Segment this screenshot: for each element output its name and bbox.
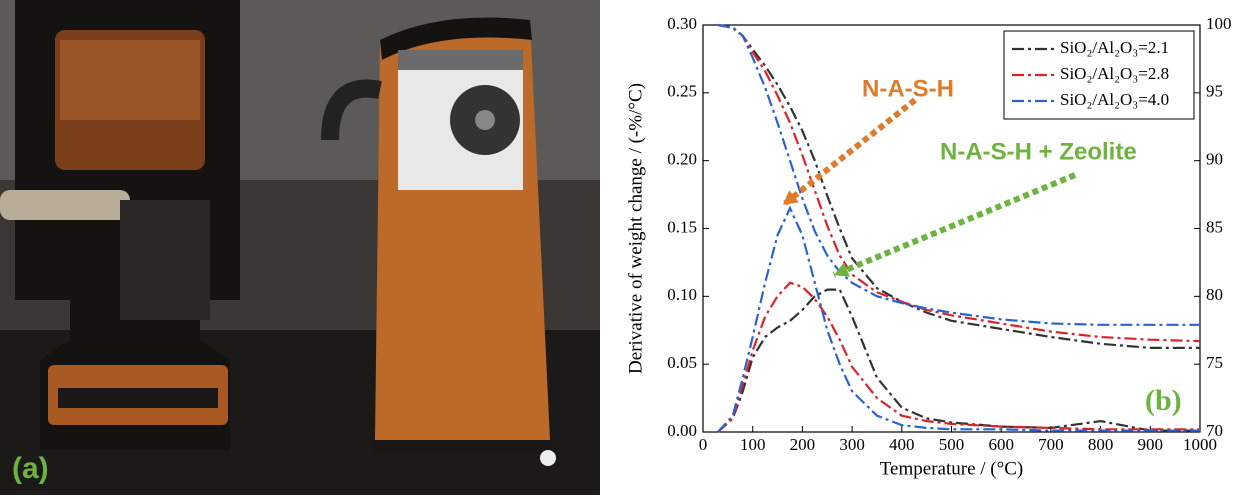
legend-label: SiO₂/Al₂O₃=2.1 <box>1060 38 1169 57</box>
weight-line <box>717 23 1201 343</box>
y-tick-label: 0.00 <box>667 421 697 440</box>
y-tick-label: 0.15 <box>667 217 697 236</box>
derivative-line <box>717 288 1200 433</box>
y-tick-label: 0.30 <box>667 14 697 33</box>
arrow-head <box>783 190 799 205</box>
x-tick-label: 500 <box>939 435 965 454</box>
x-tick-label: 300 <box>839 435 865 454</box>
annotation: (b) <box>1145 384 1182 417</box>
derivative-line <box>717 281 1200 433</box>
y2-tick-label: 90 <box>1206 150 1223 169</box>
photo-label: (a) <box>12 452 49 485</box>
x-tick-label: 200 <box>790 435 816 454</box>
y2-tick-label: 95 <box>1206 82 1223 101</box>
arrow-head <box>834 262 850 277</box>
photo: (a) <box>0 0 600 495</box>
annotation: N-A-S-H <box>862 75 954 102</box>
x-tick-label: 700 <box>1038 435 1064 454</box>
y-tick-label: 0.25 <box>667 82 697 101</box>
x-tick-label: 900 <box>1138 435 1164 454</box>
y-axis-label: Derivative of weight change / (-%/°C) <box>625 83 646 374</box>
legend-label: SiO₂/Al₂O₃=2.8 <box>1060 64 1169 83</box>
x-tick-label: 600 <box>988 435 1014 454</box>
y2-tick-label: 100 <box>1206 14 1232 33</box>
x-tick-label: 0 <box>699 435 708 454</box>
x-tick-label: 400 <box>889 435 915 454</box>
y2-tick-label: 75 <box>1206 353 1223 372</box>
y-tick-label: 0.10 <box>667 285 697 304</box>
x-axis-label: Temperature / (°C) <box>880 458 1023 479</box>
annotation: N-A-S-H + Zeolite <box>940 138 1137 165</box>
y2-tick-label: 70 <box>1206 421 1223 440</box>
annotation-arrow <box>832 172 1077 278</box>
x-tick-label: 800 <box>1088 435 1114 454</box>
annotation-arrow <box>781 97 917 208</box>
x-tick-label: 100 <box>740 435 766 454</box>
y-tick-label: 0.20 <box>667 150 697 169</box>
y2-tick-label: 85 <box>1206 217 1223 236</box>
derivative-line <box>717 205 1200 433</box>
chart: 0 100 200 300 400 500 600 700 800 900 1000 0.00 0.05… <box>625 14 1231 479</box>
weight-line <box>717 23 1200 349</box>
y-tick-label: 0.05 <box>667 353 697 372</box>
x-tick-label: 1000 <box>1183 435 1217 454</box>
y2-tick-label: 80 <box>1206 285 1223 304</box>
legend-label: SiO₂/Al₂O₃=4.0 <box>1060 90 1169 109</box>
